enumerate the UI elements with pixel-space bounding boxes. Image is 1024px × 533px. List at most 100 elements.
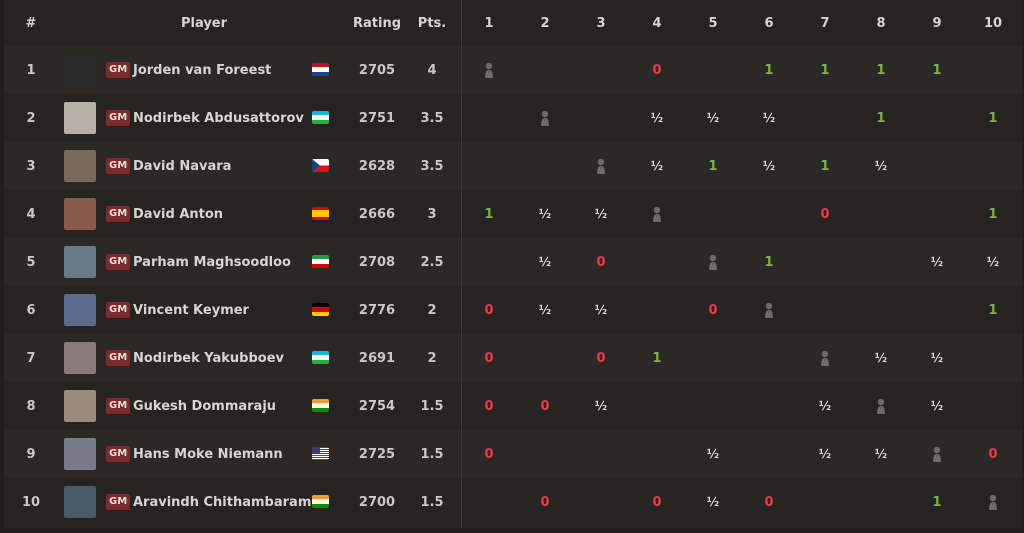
title-badge: GM	[106, 302, 131, 318]
player-name[interactable]: Vincent Keymer	[133, 302, 249, 318]
player-row[interactable]: 4 GM David Anton 2666 3 1 ½ ½ 0 1	[4, 190, 1022, 238]
game-result[interactable]: ½	[762, 111, 776, 125]
player-row[interactable]: 7 GM Nodirbek Yakubboev 2691 2 0 0 1 ½ ½	[4, 334, 1022, 382]
game-result[interactable]: 0	[484, 302, 494, 318]
game-result[interactable]: 1	[876, 62, 886, 78]
player-name[interactable]: Nodirbek Yakubboev	[133, 350, 285, 366]
game-result[interactable]: ½	[594, 207, 608, 221]
header-player: Player	[180, 15, 228, 31]
game-result[interactable]: 0	[652, 494, 662, 510]
avatar[interactable]	[64, 486, 96, 518]
game-result[interactable]: 0	[596, 254, 606, 270]
game-result[interactable]: 0	[484, 398, 494, 414]
game-result[interactable]: ½	[874, 447, 888, 461]
game-result[interactable]: 0	[988, 446, 998, 462]
player-name[interactable]: David Anton	[133, 206, 224, 222]
header-round-7: 7	[820, 15, 830, 31]
player-row[interactable]: 9 GM Hans Moke Niemann 2725 1.5 0 ½ ½ ½ 0	[4, 430, 1022, 478]
game-result[interactable]: ½	[538, 255, 552, 269]
points: 2.5	[420, 254, 444, 270]
game-result[interactable]: 1	[932, 62, 942, 78]
game-result[interactable]: 1	[820, 62, 830, 78]
flag-icon-us	[312, 447, 329, 460]
avatar[interactable]	[64, 198, 96, 230]
avatar[interactable]	[64, 390, 96, 422]
game-result[interactable]: 1	[988, 206, 998, 222]
rank: 8	[26, 398, 36, 414]
player-row[interactable]: 3 GM David Navara 2628 3.5 ½ 1 ½ 1 ½	[4, 142, 1022, 190]
player-name[interactable]: Jorden van Foreest	[133, 62, 272, 78]
game-result[interactable]: ½	[706, 447, 720, 461]
avatar[interactable]	[64, 294, 96, 326]
player-row[interactable]: 1 GM Jorden van Foreest 2705 4 0 1 1 1 1	[4, 46, 1022, 94]
game-result[interactable]: ½	[930, 399, 944, 413]
game-result[interactable]: 1	[876, 110, 886, 126]
game-result[interactable]: 1	[484, 206, 494, 222]
title-badge: GM	[106, 350, 131, 366]
game-result[interactable]: 1	[764, 62, 774, 78]
game-result[interactable]: ½	[874, 351, 888, 365]
game-result[interactable]: 1	[988, 302, 998, 318]
game-result[interactable]: ½	[874, 159, 888, 173]
game-result[interactable]: ½	[650, 159, 664, 173]
player-name[interactable]: Aravindh Chithambaram	[133, 494, 312, 510]
player-row[interactable]: 5 GM Parham Maghsoodloo 2708 2.5 ½ 0 1 ½ ½	[4, 238, 1022, 286]
game-result[interactable]: 1	[652, 350, 662, 366]
player-name[interactable]: Nodirbek Abdusattorov	[133, 110, 304, 126]
game-result[interactable]: 0	[652, 62, 662, 78]
game-result[interactable]: 0	[484, 350, 494, 366]
game-result[interactable]: ½	[986, 255, 1000, 269]
player-row[interactable]: 6 GM Vincent Keymer 2776 2 0 ½ ½ 0 1	[4, 286, 1022, 334]
game-result[interactable]: 0	[484, 446, 494, 462]
game-result[interactable]: ½	[538, 207, 552, 221]
flag-icon-ir	[312, 255, 329, 268]
title-badge: GM	[106, 62, 131, 78]
game-result[interactable]: 0	[596, 350, 606, 366]
game-result[interactable]: ½	[538, 303, 552, 317]
rank: 2	[26, 110, 36, 126]
player-name[interactable]: Gukesh Dommaraju	[133, 398, 277, 414]
avatar[interactable]	[64, 150, 96, 182]
game-result[interactable]: 1	[988, 110, 998, 126]
game-result[interactable]: ½	[594, 399, 608, 413]
game-result[interactable]: 1	[932, 494, 942, 510]
flag-icon-uz	[312, 351, 329, 364]
game-result[interactable]: 1	[820, 158, 830, 174]
player-row[interactable]: 8 GM Gukesh Dommaraju 2754 1.5 0 0 ½ ½ ½	[4, 382, 1022, 430]
points: 1.5	[420, 446, 444, 462]
game-result[interactable]: 0	[820, 206, 830, 222]
points: 3.5	[420, 158, 444, 174]
avatar[interactable]	[64, 54, 96, 86]
player-name[interactable]: David Navara	[133, 158, 232, 174]
rank: 5	[26, 254, 36, 270]
game-result[interactable]: ½	[930, 351, 944, 365]
points: 3.5	[420, 110, 444, 126]
standings-table: # Player Rating Pts. 1 2 3 4 5 6 7 8 9 10 1 GM Jord…	[4, 0, 1022, 528]
avatar[interactable]	[64, 102, 96, 134]
title-badge: GM	[106, 494, 131, 510]
player-name[interactable]: Hans Moke Niemann	[133, 446, 283, 462]
game-result[interactable]: ½	[762, 159, 776, 173]
game-result[interactable]: ½	[930, 255, 944, 269]
game-result[interactable]: ½	[594, 303, 608, 317]
game-result[interactable]: 0	[540, 494, 550, 510]
player-name[interactable]: Parham Maghsoodloo	[133, 254, 291, 270]
avatar[interactable]	[64, 342, 96, 374]
avatar[interactable]	[64, 438, 96, 470]
game-result[interactable]: 1	[708, 158, 718, 174]
game-result[interactable]: 0	[540, 398, 550, 414]
game-result[interactable]: ½	[706, 495, 720, 509]
game-result[interactable]: 1	[764, 254, 774, 270]
player-row[interactable]: 10 GM Aravindh Chithambaram 2700 1.5 0 0 ½ 0 1	[4, 478, 1022, 526]
game-result[interactable]: ½	[818, 447, 832, 461]
player-row[interactable]: 2 GM Nodirbek Abdusattorov 2751 3.5 ½ ½ ½ 1 1	[4, 94, 1022, 142]
game-result[interactable]: ½	[650, 111, 664, 125]
rank: 3	[26, 158, 36, 174]
title-badge: GM	[106, 110, 131, 126]
header-round-4: 4	[652, 15, 662, 31]
game-result[interactable]: ½	[818, 399, 832, 413]
game-result[interactable]: ½	[706, 111, 720, 125]
game-result[interactable]: 0	[708, 302, 718, 318]
avatar[interactable]	[64, 246, 96, 278]
game-result[interactable]: 0	[764, 494, 774, 510]
